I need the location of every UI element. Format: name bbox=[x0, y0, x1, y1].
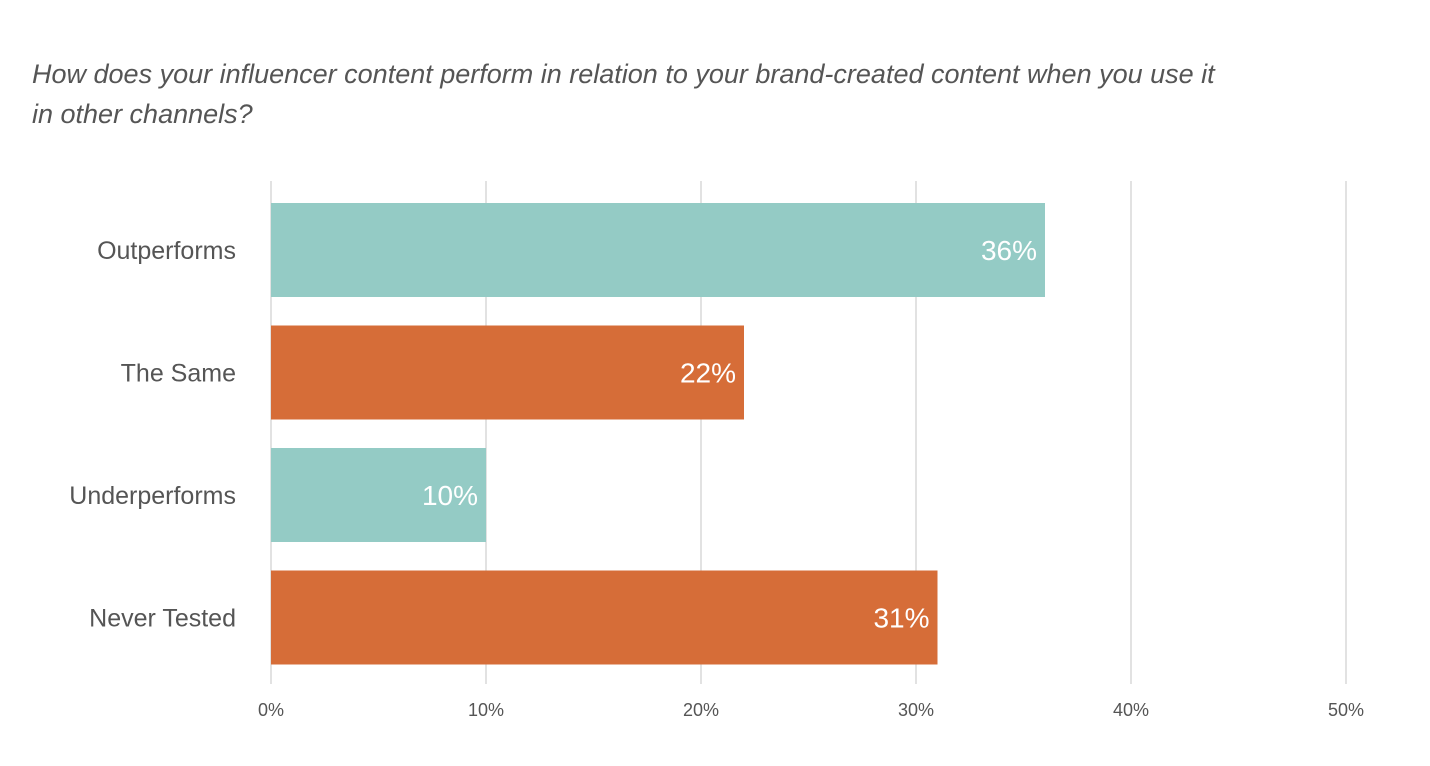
data-label: 31% bbox=[873, 603, 929, 634]
category-label: Underperforms bbox=[69, 482, 236, 510]
bar bbox=[271, 203, 1045, 297]
bar bbox=[271, 325, 744, 420]
x-tick-label: 10% bbox=[468, 700, 504, 720]
category-label: Outperforms bbox=[97, 237, 236, 265]
category-label: Never Tested bbox=[89, 605, 236, 633]
category-labels: Outperforms The Same Underperforms Never Te… bbox=[69, 237, 236, 633]
bars bbox=[271, 203, 1045, 665]
x-tick-label: 20% bbox=[683, 700, 719, 720]
x-tick-label: 30% bbox=[898, 700, 934, 720]
chart-title: How does your influencer content perform… bbox=[32, 59, 1215, 129]
x-tick-label: 40% bbox=[1113, 700, 1149, 720]
data-label: 36% bbox=[981, 235, 1037, 266]
bar bbox=[271, 570, 938, 665]
x-axis-tick-labels: 0% 10% 20% 30% 40% 50% bbox=[258, 700, 1364, 720]
data-label: 10% bbox=[422, 480, 478, 511]
category-label: The Same bbox=[121, 360, 236, 388]
data-labels: 36% 22% 10% 31% bbox=[422, 235, 1037, 634]
bar bbox=[271, 448, 486, 542]
x-tick-label: 50% bbox=[1328, 700, 1364, 720]
data-label: 22% bbox=[680, 358, 736, 389]
x-tick-label: 0% bbox=[258, 700, 284, 720]
